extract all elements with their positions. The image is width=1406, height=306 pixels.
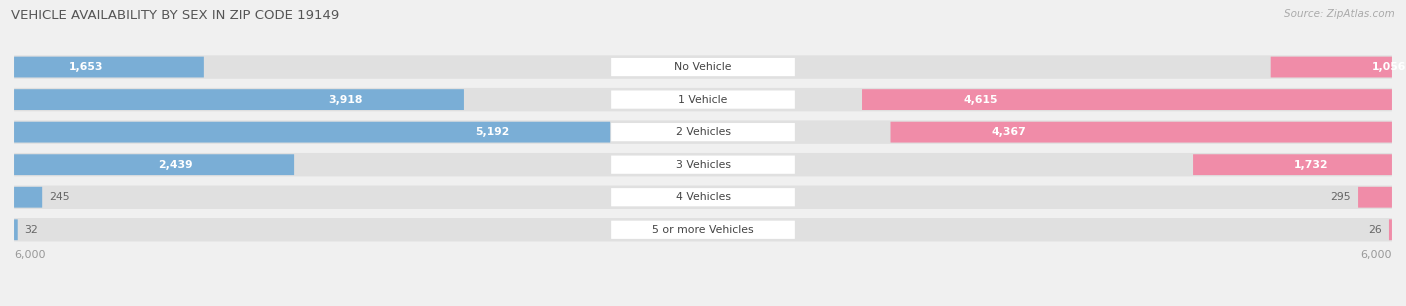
Text: 5 or more Vehicles: 5 or more Vehicles bbox=[652, 225, 754, 235]
FancyBboxPatch shape bbox=[14, 187, 42, 208]
FancyBboxPatch shape bbox=[612, 123, 794, 141]
FancyBboxPatch shape bbox=[14, 55, 1392, 79]
FancyBboxPatch shape bbox=[612, 221, 794, 239]
FancyBboxPatch shape bbox=[14, 88, 1392, 111]
Text: 4,615: 4,615 bbox=[963, 95, 998, 105]
Text: 245: 245 bbox=[49, 192, 70, 202]
Text: 3,918: 3,918 bbox=[329, 95, 363, 105]
FancyBboxPatch shape bbox=[1389, 219, 1392, 240]
Text: 6,000: 6,000 bbox=[1361, 250, 1392, 260]
Text: 32: 32 bbox=[25, 225, 38, 235]
FancyBboxPatch shape bbox=[862, 89, 1392, 110]
Text: Source: ZipAtlas.com: Source: ZipAtlas.com bbox=[1284, 9, 1395, 19]
Text: VEHICLE AVAILABILITY BY SEX IN ZIP CODE 19149: VEHICLE AVAILABILITY BY SEX IN ZIP CODE … bbox=[11, 9, 339, 22]
Text: 3 Vehicles: 3 Vehicles bbox=[675, 160, 731, 170]
Text: 5,192: 5,192 bbox=[475, 127, 509, 137]
FancyBboxPatch shape bbox=[14, 89, 464, 110]
Text: 2 Vehicles: 2 Vehicles bbox=[675, 127, 731, 137]
FancyBboxPatch shape bbox=[14, 122, 610, 143]
Text: No Vehicle: No Vehicle bbox=[675, 62, 731, 72]
FancyBboxPatch shape bbox=[14, 153, 1392, 176]
Text: 4 Vehicles: 4 Vehicles bbox=[675, 192, 731, 202]
Text: 2,439: 2,439 bbox=[159, 160, 193, 170]
Text: 4,367: 4,367 bbox=[991, 127, 1026, 137]
Text: 1 Vehicle: 1 Vehicle bbox=[678, 95, 728, 105]
FancyBboxPatch shape bbox=[1194, 154, 1392, 175]
FancyBboxPatch shape bbox=[14, 185, 1392, 209]
Text: 1,056: 1,056 bbox=[1372, 62, 1406, 72]
FancyBboxPatch shape bbox=[612, 155, 794, 174]
FancyBboxPatch shape bbox=[612, 91, 794, 109]
FancyBboxPatch shape bbox=[612, 58, 794, 76]
Text: 295: 295 bbox=[1330, 192, 1351, 202]
FancyBboxPatch shape bbox=[890, 122, 1392, 143]
FancyBboxPatch shape bbox=[612, 188, 794, 206]
FancyBboxPatch shape bbox=[14, 219, 18, 240]
Text: 6,000: 6,000 bbox=[14, 250, 45, 260]
FancyBboxPatch shape bbox=[14, 218, 1392, 241]
Text: 1,732: 1,732 bbox=[1294, 160, 1329, 170]
Text: 1,653: 1,653 bbox=[69, 62, 103, 72]
Text: 26: 26 bbox=[1368, 225, 1382, 235]
FancyBboxPatch shape bbox=[1358, 187, 1392, 208]
FancyBboxPatch shape bbox=[14, 57, 204, 77]
FancyBboxPatch shape bbox=[1271, 57, 1392, 77]
FancyBboxPatch shape bbox=[14, 154, 294, 175]
FancyBboxPatch shape bbox=[14, 121, 1392, 144]
